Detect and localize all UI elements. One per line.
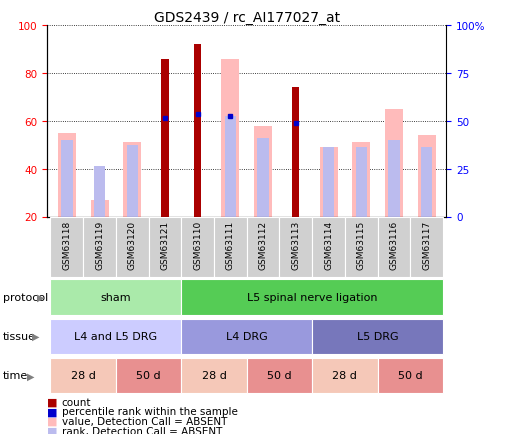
Text: ■: ■: [47, 426, 57, 434]
Text: 50 d: 50 d: [267, 371, 292, 380]
Text: GSM63114: GSM63114: [324, 220, 333, 269]
Text: ■: ■: [47, 416, 57, 426]
Bar: [378, 358, 443, 393]
Text: GSM63116: GSM63116: [389, 220, 399, 269]
Bar: [280, 217, 312, 278]
Text: L4 DRG: L4 DRG: [226, 332, 268, 341]
Bar: [323, 148, 334, 217]
Text: count: count: [62, 397, 91, 407]
Bar: [90, 201, 109, 217]
Bar: [312, 319, 443, 354]
Text: ■: ■: [47, 397, 57, 407]
Bar: [345, 217, 378, 278]
Bar: [123, 143, 141, 217]
Text: value, Detection Call = ABSENT: value, Detection Call = ABSENT: [62, 416, 227, 426]
Bar: [61, 141, 72, 217]
Text: GSM63120: GSM63120: [128, 220, 137, 269]
Bar: [116, 358, 181, 393]
Bar: [385, 109, 403, 217]
Text: ▶: ▶: [32, 332, 40, 341]
Bar: [312, 358, 378, 393]
Text: ▶: ▶: [27, 371, 35, 380]
Text: GSM63117: GSM63117: [422, 220, 431, 269]
Bar: [410, 217, 443, 278]
Text: percentile rank within the sample: percentile rank within the sample: [62, 407, 238, 416]
Text: protocol: protocol: [3, 293, 48, 302]
Bar: [181, 319, 312, 354]
Bar: [247, 217, 280, 278]
Bar: [194, 45, 201, 217]
Text: GSM63115: GSM63115: [357, 220, 366, 269]
Text: 50 d: 50 d: [136, 371, 161, 380]
Bar: [58, 134, 76, 217]
Text: L5 spinal nerve ligation: L5 spinal nerve ligation: [247, 293, 378, 302]
Bar: [378, 217, 410, 278]
Bar: [320, 148, 338, 217]
Bar: [225, 117, 236, 217]
Bar: [356, 148, 367, 217]
Text: 28 d: 28 d: [332, 371, 358, 380]
Text: time: time: [3, 371, 28, 380]
Bar: [247, 358, 312, 393]
Text: L5 DRG: L5 DRG: [357, 332, 399, 341]
Text: GSM63112: GSM63112: [259, 220, 268, 269]
Bar: [149, 217, 181, 278]
Text: sham: sham: [101, 293, 131, 302]
Bar: [127, 145, 138, 217]
Bar: [222, 59, 240, 217]
Text: ■: ■: [47, 407, 57, 416]
Bar: [116, 217, 149, 278]
Bar: [254, 126, 272, 217]
Bar: [312, 217, 345, 278]
Title: GDS2439 / rc_AI177027_at: GDS2439 / rc_AI177027_at: [154, 11, 340, 25]
Text: 50 d: 50 d: [398, 371, 423, 380]
Bar: [94, 167, 105, 217]
Text: 28 d: 28 d: [71, 371, 95, 380]
Bar: [181, 358, 247, 393]
Text: ▶: ▶: [37, 293, 45, 302]
Text: GSM63110: GSM63110: [193, 220, 202, 269]
Bar: [50, 217, 83, 278]
Bar: [258, 138, 269, 217]
Bar: [352, 143, 370, 217]
Text: GSM63118: GSM63118: [62, 220, 71, 269]
Text: rank, Detection Call = ABSENT: rank, Detection Call = ABSENT: [62, 426, 222, 434]
Bar: [388, 141, 400, 217]
Text: GSM63111: GSM63111: [226, 220, 235, 269]
Text: tissue: tissue: [3, 332, 35, 341]
Bar: [162, 59, 169, 217]
Bar: [181, 217, 214, 278]
Text: 28 d: 28 d: [202, 371, 226, 380]
Bar: [418, 136, 436, 217]
Bar: [50, 358, 116, 393]
Bar: [83, 217, 116, 278]
Text: GSM63121: GSM63121: [161, 220, 169, 269]
Bar: [214, 217, 247, 278]
Text: GSM63119: GSM63119: [95, 220, 104, 269]
Bar: [181, 280, 443, 315]
Bar: [292, 88, 300, 217]
Text: GSM63113: GSM63113: [291, 220, 300, 269]
Bar: [50, 280, 181, 315]
Bar: [421, 148, 432, 217]
Bar: [50, 319, 181, 354]
Text: L4 and L5 DRG: L4 and L5 DRG: [74, 332, 157, 341]
